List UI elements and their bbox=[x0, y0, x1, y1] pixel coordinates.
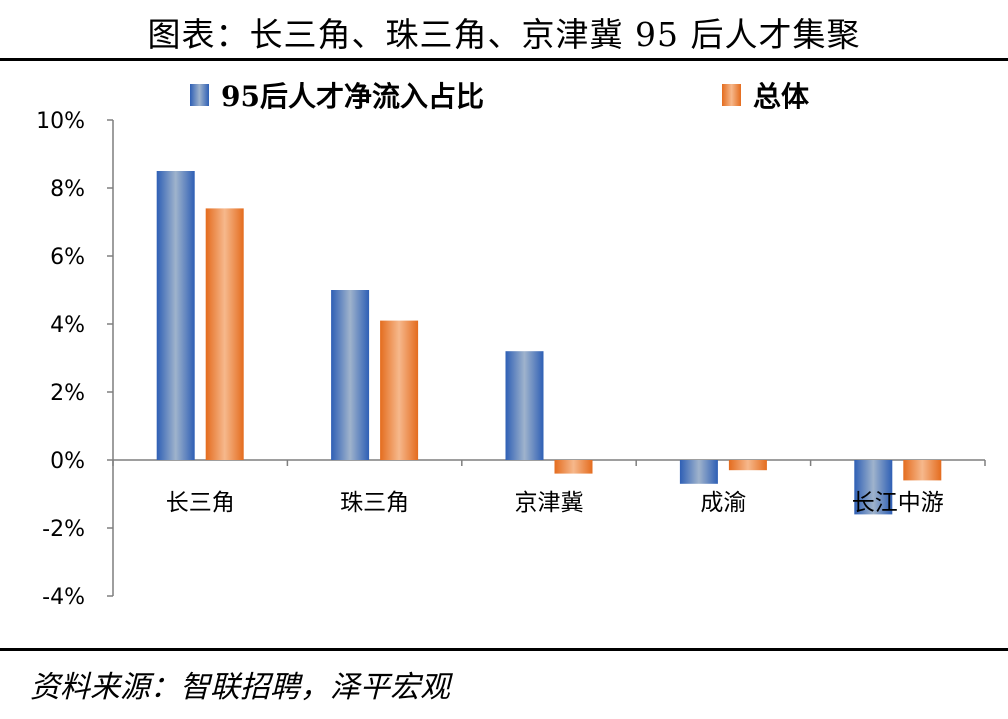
y-tick-label: 0% bbox=[50, 449, 85, 474]
bar-series1 bbox=[156, 171, 195, 460]
x-category-label: 长江中游 bbox=[852, 490, 944, 516]
bar-series2 bbox=[554, 460, 593, 474]
legend-swatch-2 bbox=[722, 84, 741, 106]
bar-series2 bbox=[205, 208, 244, 460]
legend-label-1: 95后人才净流入占比 bbox=[221, 80, 484, 113]
y-tick-label: -4% bbox=[42, 585, 85, 610]
legend-label-2: 总体 bbox=[753, 80, 810, 113]
bar-series2 bbox=[903, 460, 942, 481]
y-tick-label: 4% bbox=[50, 313, 85, 338]
bar-series2 bbox=[728, 460, 767, 471]
legend-swatch-1 bbox=[190, 84, 209, 106]
x-category-label: 京津冀 bbox=[515, 490, 584, 516]
x-category-label: 成渝 bbox=[700, 490, 746, 516]
bar-series1 bbox=[505, 351, 544, 460]
x-category-label: 长三角 bbox=[166, 490, 235, 516]
top-rule bbox=[0, 58, 1008, 61]
y-tick-label: 10% bbox=[36, 109, 85, 134]
y-tick-label: 6% bbox=[50, 245, 85, 270]
labels: 10% 8% 6% 4% 2% 0% -2% -4% 长三角 珠三角 京津冀 成渝 长江中游 bbox=[36, 109, 944, 610]
bar-series1 bbox=[331, 290, 370, 460]
bars bbox=[156, 171, 942, 515]
legend: 95后人才净流入占比 总体 bbox=[190, 80, 810, 113]
axes bbox=[107, 119, 986, 597]
y-tick-label: 8% bbox=[50, 177, 85, 202]
chart-title: 图表：长三角、珠三角、京津冀 95 后人才集聚 bbox=[147, 15, 861, 54]
y-tick-label: 2% bbox=[50, 381, 85, 406]
x-category-label: 珠三角 bbox=[340, 490, 409, 516]
bar-series1 bbox=[854, 460, 893, 515]
source-note: 资料来源：智联招聘，泽平宏观 bbox=[30, 670, 450, 705]
bar-series1 bbox=[679, 460, 718, 484]
bottom-rule bbox=[0, 648, 1008, 651]
bar-series2 bbox=[380, 320, 419, 460]
y-tick-label: -2% bbox=[42, 517, 85, 542]
